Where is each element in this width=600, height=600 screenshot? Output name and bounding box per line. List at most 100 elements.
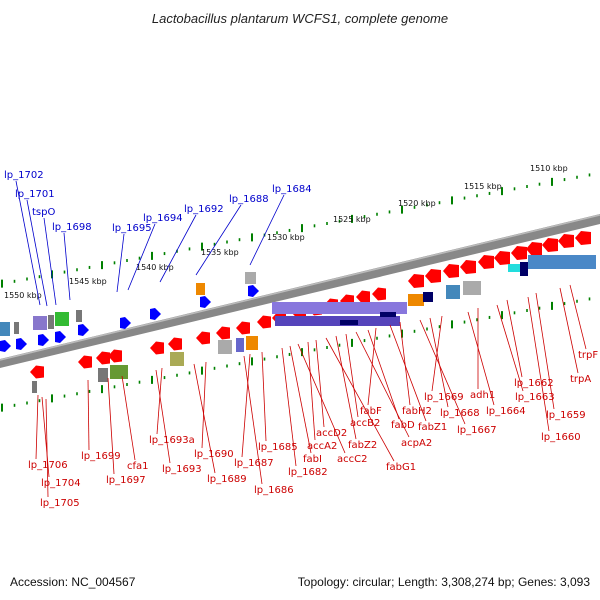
label-leader <box>155 369 171 464</box>
label-leader <box>535 292 555 410</box>
fab-cluster-block <box>380 312 396 317</box>
label-leader <box>289 345 312 454</box>
label-leader <box>127 223 156 291</box>
outer-tick-ring <box>1 173 591 288</box>
label-lp-1705: lp_1705 <box>40 498 80 509</box>
label-leader <box>87 379 90 451</box>
label-lp-1660: lp_1660 <box>541 432 581 443</box>
label-leader <box>419 319 466 425</box>
label-fabh2: fabH2 <box>402 406 432 417</box>
label-accd2: accD2 <box>316 428 347 439</box>
reverse-gene-arrow <box>78 355 92 369</box>
label-lp-1693a: lp_1693a <box>149 435 195 446</box>
reverse-gene-arrow <box>236 321 250 335</box>
backbone-highlight <box>0 214 600 361</box>
reverse-gene-arrow <box>460 260 476 274</box>
label-leader <box>121 375 136 461</box>
label-leader <box>389 324 427 422</box>
label-leader <box>325 337 395 462</box>
forward-gene-arrow <box>78 324 89 336</box>
label-lp-1668: lp_1668 <box>440 408 480 419</box>
label-leader <box>43 217 57 306</box>
reverse-gene-arrow <box>526 242 542 256</box>
label-leader <box>241 353 251 458</box>
label-lp-1698: lp_1698 <box>52 222 92 233</box>
label-lp-1686: lp_1686 <box>254 485 294 496</box>
label-lp-1688: lp_1688 <box>229 194 269 205</box>
reverse-gene-arrow <box>443 264 459 278</box>
label-lp-1669: lp_1669 <box>424 392 464 403</box>
gene-box <box>48 315 54 329</box>
label-lp-1702: lp_1702 <box>4 170 44 181</box>
label-leader <box>249 194 285 266</box>
gene-box <box>446 285 460 299</box>
label-lp-1701: lp_1701 <box>15 189 55 200</box>
reverse-gene-arrow <box>196 331 210 345</box>
gene-box <box>408 294 424 306</box>
label-lp-1662: lp_1662 <box>514 378 554 389</box>
label-lp-1697: lp_1697 <box>106 475 146 486</box>
reverse-gene-arrow <box>542 238 558 252</box>
label-leader <box>429 317 449 408</box>
genome-summary: Topology: circular; Length: 3,308,274 bp… <box>298 575 591 589</box>
label-leader <box>335 335 357 440</box>
label-leader <box>201 361 207 449</box>
label-accc2: accC2 <box>337 454 367 465</box>
label-leader <box>527 296 550 432</box>
map-title: Lactobacillus plantarum WCFS1, complete … <box>152 11 448 26</box>
trp-cluster-block <box>520 262 528 276</box>
label-lp-1659: lp_1659 <box>546 410 586 421</box>
label-acpa2: acpA2 <box>401 438 432 449</box>
label-lp-1682: lp_1682 <box>288 467 328 478</box>
label-lp-1699: lp_1699 <box>81 451 121 462</box>
kbp-label-1540-kbp: 1540 kbp <box>136 263 174 272</box>
reverse-gene-arrow <box>216 326 230 340</box>
label-leader <box>116 233 125 293</box>
reverse-gene-arrow <box>372 287 386 301</box>
gene-box <box>423 292 433 302</box>
feature-tracks <box>0 231 596 393</box>
gene-box <box>55 312 69 326</box>
label-fabz2: fabZ2 <box>348 440 377 451</box>
reverse-gene-arrow <box>494 251 510 265</box>
label-lp-1689: lp_1689 <box>207 474 247 485</box>
label-trpf: trpF <box>578 350 598 361</box>
reverse-gene-arrow <box>408 274 424 288</box>
gene-box <box>196 283 205 295</box>
fab-cluster-block <box>275 316 400 326</box>
label-lp-1687: lp_1687 <box>234 458 274 469</box>
gene-box <box>245 272 256 284</box>
gene-box <box>98 368 108 382</box>
label-leader <box>26 199 48 307</box>
gene-box <box>218 340 232 354</box>
label-leader <box>193 363 216 474</box>
reverse-gene-arrow <box>96 351 110 365</box>
kbp-label-1530-kbp: 1530 kbp <box>267 233 305 242</box>
label-fabg1: fabG1 <box>386 462 416 473</box>
label-tspo: tspO <box>32 207 55 218</box>
fab-cluster-block <box>340 320 358 325</box>
gene-box <box>76 310 82 322</box>
label-leader <box>195 204 242 276</box>
label-lp-1663: lp_1663 <box>515 392 555 403</box>
gene-box <box>110 365 128 379</box>
label-leader <box>569 284 587 350</box>
label-lp-1664: lp_1664 <box>486 406 526 417</box>
label-leader <box>297 343 346 454</box>
label-leader <box>315 339 325 428</box>
label-adh1: adh1 <box>470 390 495 401</box>
label-trpa: trpA <box>570 374 591 385</box>
kbp-label-1510-kbp: 1510 kbp <box>530 164 568 173</box>
label-lp-1704: lp_1704 <box>41 478 81 489</box>
reverse-gene-arrow <box>108 349 122 363</box>
reverse-gene-arrow <box>30 365 44 379</box>
gene-box <box>236 338 244 352</box>
label-leader <box>367 327 377 406</box>
label-lp-1695: lp_1695 <box>112 223 152 234</box>
label-leader <box>467 311 495 406</box>
gene-box <box>246 336 258 350</box>
label-leader <box>159 214 197 283</box>
label-lp-1694: lp_1694 <box>143 213 183 224</box>
